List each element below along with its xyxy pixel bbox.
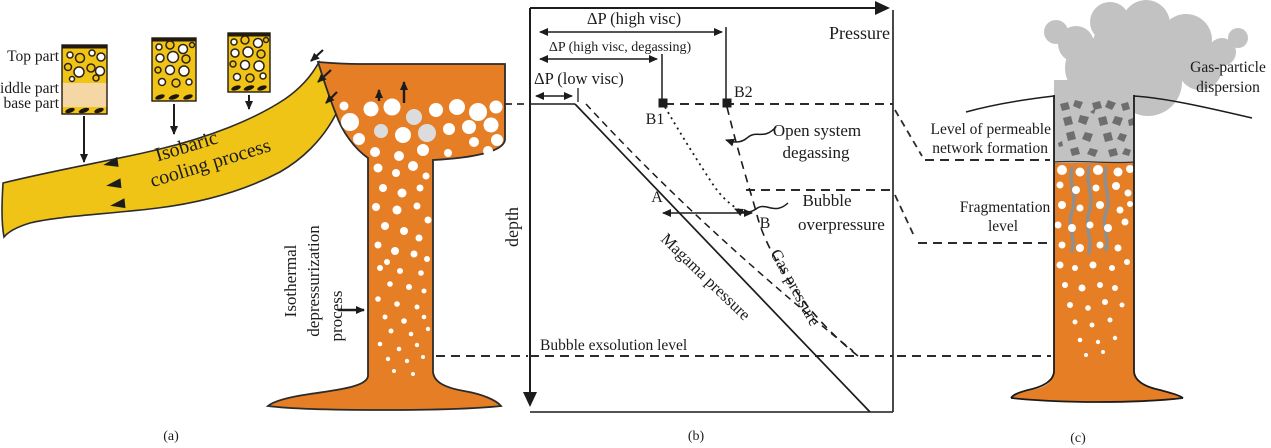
- gas-particle-line1: Gas-particle: [1190, 59, 1266, 76]
- conduit-a-top-bubbles: [339, 98, 503, 161]
- sample-box-middle: [151, 37, 197, 135]
- process-line3: process: [327, 291, 346, 342]
- permeable-line1: Level of permeable: [931, 121, 1052, 138]
- conduit-a-mid-bubbles: [372, 161, 432, 376]
- permeable-boundary-line: [1053, 160, 1135, 164]
- magma-pressure-line: [574, 103, 871, 413]
- vent-up-arrows: [375, 81, 408, 103]
- point-b1-label: B1: [646, 111, 665, 128]
- sample-box-top: [61, 44, 108, 163]
- base-part-label: base part: [3, 95, 59, 112]
- conduit-c-outline: [965, 95, 1253, 403]
- dp-high-degassing-label: ΔP (high visc, degassing): [549, 40, 692, 55]
- open-system-leader: [725, 126, 777, 147]
- permeable-line2: network formation: [932, 140, 1048, 157]
- top-part-label: Top part: [7, 48, 60, 65]
- middle-part-label: middle part: [0, 80, 60, 97]
- process-line1: Isothermal: [281, 244, 300, 317]
- pressure-axis-label: Pressure: [829, 23, 890, 43]
- permeable-network-clasts: [1058, 100, 1134, 157]
- point-b2-label: B2: [734, 84, 753, 101]
- open-system-line2: degassing: [782, 143, 850, 162]
- gas-channels: [1068, 165, 1110, 255]
- gas-pressure-low-visc-line: [585, 103, 854, 352]
- panel-c: Gas-particle dispersion Level of permeab…: [894, 0, 1266, 446]
- caption-b: (b): [688, 429, 705, 444]
- level-connectors: [894, 109, 1051, 357]
- eruption-plume: [1044, 0, 1248, 116]
- dp-low-label: ΔP (low visc): [534, 69, 624, 88]
- conduit-a-shape: [265, 60, 506, 411]
- point-b-label: B: [760, 215, 771, 232]
- conduit-c-bubbles: [1054, 165, 1134, 357]
- point-b1-marker: [658, 98, 668, 108]
- sample-box-base: [227, 32, 271, 110]
- process-line2: depressurization: [304, 225, 323, 337]
- bubble-overpressure-line2: overpressure: [798, 215, 885, 234]
- flow-direction-arrows: [103, 156, 126, 209]
- lava-flow-shape: [1, 59, 337, 239]
- isothermal-depressurization-label: Isothermal depressurization process: [281, 225, 346, 342]
- caption-a: (a): [163, 429, 179, 444]
- fragmentation-line1: Fragmentation: [960, 199, 1051, 216]
- open-system-line1: Open system: [773, 121, 861, 140]
- conduit-c-orange: [1011, 160, 1183, 402]
- open-system-degassing-line: [664, 106, 748, 215]
- dp-high-label: ΔP (high visc): [587, 9, 681, 28]
- depth-axis-label: depth: [502, 207, 522, 247]
- fragmentation-line2: level: [988, 218, 1018, 235]
- gas-particle-line2: dispersion: [1196, 79, 1260, 96]
- point-b2-marker: [722, 98, 732, 108]
- bubble-overpressure-line1: Bubble: [802, 191, 851, 210]
- panel-a: Isobaric cooling process: [0, 32, 506, 444]
- gas-pressure-label: Gas pressure: [767, 246, 825, 329]
- gas-pressure-high-visc-line: [726, 106, 859, 357]
- caption-c: (c): [1070, 431, 1086, 446]
- point-a-label: A: [651, 189, 663, 206]
- bubble-overpressure-leader: [734, 202, 789, 217]
- overflow-arrows: [310, 49, 338, 104]
- bubble-exsolution-label: Bubble exsolution level: [540, 337, 687, 354]
